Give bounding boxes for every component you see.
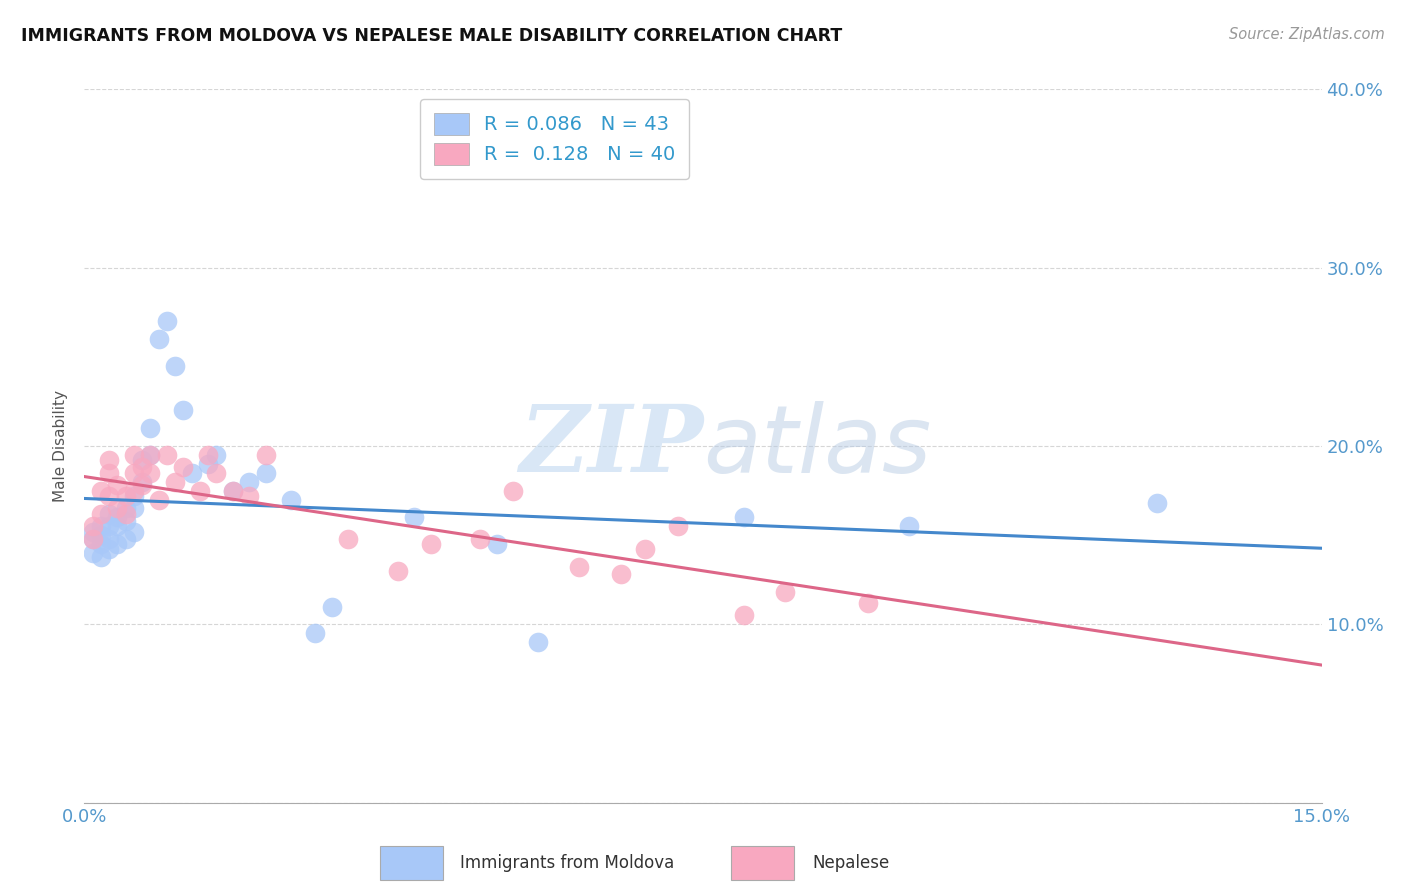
Point [238, 489, 260, 503]
Point [139, 448, 162, 462]
Point [609, 567, 631, 582]
Point [337, 532, 360, 546]
Point [90, 519, 112, 533]
Point [105, 478, 128, 492]
Point [98, 542, 121, 557]
Point [419, 537, 441, 551]
Point [205, 466, 228, 480]
Point [733, 510, 755, 524]
Point [139, 448, 162, 462]
Text: Immigrants from Moldova: Immigrants from Moldova [461, 854, 675, 872]
Point [90, 528, 112, 542]
Point [122, 466, 145, 480]
Point [205, 448, 228, 462]
Text: Nepalese: Nepalese [813, 854, 889, 872]
Text: atlas: atlas [703, 401, 931, 491]
Point [180, 466, 202, 480]
Point [114, 507, 136, 521]
Point [148, 492, 170, 507]
Point [156, 314, 179, 328]
Point [470, 532, 492, 546]
Point [131, 453, 153, 467]
Point [82, 519, 104, 533]
Point [82, 524, 104, 539]
Point [131, 478, 153, 492]
Point [280, 492, 302, 507]
Point [90, 537, 112, 551]
Point [82, 532, 104, 546]
Point [775, 585, 797, 599]
Text: IMMIGRANTS FROM MOLDOVA VS NEPALESE MALE DISABILITY CORRELATION CHART: IMMIGRANTS FROM MOLDOVA VS NEPALESE MALE… [21, 27, 842, 45]
Point [105, 501, 128, 516]
Point [82, 546, 104, 560]
Text: Source: ZipAtlas.com: Source: ZipAtlas.com [1229, 27, 1385, 42]
Point [222, 483, 245, 498]
FancyBboxPatch shape [380, 846, 443, 880]
Point [122, 524, 145, 539]
Point [105, 519, 128, 533]
Point [122, 501, 145, 516]
Point [527, 635, 550, 649]
Point [105, 510, 128, 524]
Point [98, 519, 121, 533]
Point [122, 483, 145, 498]
Point [98, 466, 121, 480]
Point [156, 448, 179, 462]
Point [82, 532, 104, 546]
Point [90, 549, 112, 564]
Point [304, 626, 326, 640]
Point [387, 564, 409, 578]
Point [122, 489, 145, 503]
Point [856, 596, 879, 610]
Point [502, 483, 524, 498]
Point [139, 466, 162, 480]
Point [733, 608, 755, 623]
Point [666, 519, 689, 533]
Point [197, 448, 219, 462]
Point [254, 466, 277, 480]
Point [188, 483, 211, 498]
Point [114, 501, 136, 516]
Point [485, 537, 508, 551]
Point [165, 475, 187, 489]
Point [98, 453, 121, 467]
Point [568, 560, 591, 574]
Point [148, 332, 170, 346]
Point [898, 519, 921, 533]
Point [222, 483, 245, 498]
Point [131, 475, 153, 489]
Point [634, 542, 657, 557]
Point [404, 510, 426, 524]
Text: ZIP: ZIP [519, 401, 703, 491]
Point [114, 489, 136, 503]
Y-axis label: Male Disability: Male Disability [53, 390, 69, 502]
Point [131, 460, 153, 475]
Point [321, 599, 343, 614]
Point [114, 514, 136, 528]
Point [172, 460, 194, 475]
Point [197, 457, 219, 471]
Point [98, 489, 121, 503]
Point [90, 483, 112, 498]
Point [114, 532, 136, 546]
Point [139, 421, 162, 435]
Point [98, 507, 121, 521]
Point [238, 475, 260, 489]
Point [172, 403, 194, 417]
Legend: R = 0.086   N = 43, R =  0.128   N = 40: R = 0.086 N = 43, R = 0.128 N = 40 [420, 99, 689, 178]
Point [105, 537, 128, 551]
Point [122, 448, 145, 462]
Point [98, 532, 121, 546]
Point [165, 359, 187, 373]
Point [1146, 496, 1168, 510]
FancyBboxPatch shape [731, 846, 794, 880]
Point [254, 448, 277, 462]
Point [90, 507, 112, 521]
